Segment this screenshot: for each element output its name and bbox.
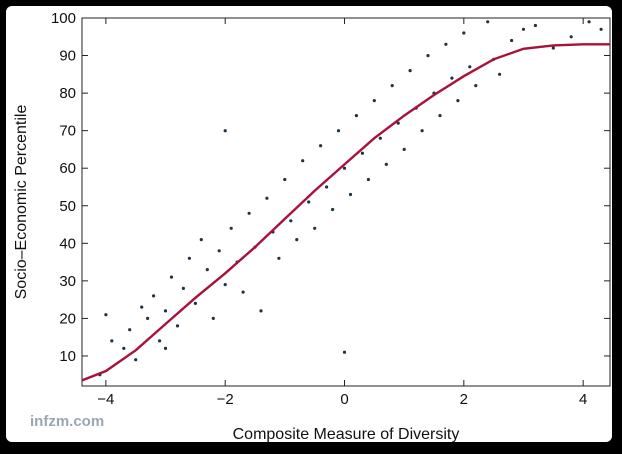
scatter-point [384, 162, 388, 166]
scatter-point [426, 54, 430, 58]
scatter-point [468, 65, 472, 69]
x-axis-title: Composite Measure of Diversity [233, 426, 460, 442]
axis-ticks: −4 −2 0 2 4 10 20 30 40 50 60 70 80 90 100 [51, 10, 610, 408]
scatter-point [521, 27, 526, 31]
scatter-point [217, 249, 221, 253]
y-tick-label: 40 [59, 235, 76, 252]
scatter-point [163, 346, 168, 350]
scatter-point [110, 339, 114, 343]
scatter-point [342, 166, 347, 170]
scatter-point [163, 309, 168, 313]
scatter-point [259, 309, 263, 313]
scatter-point [408, 69, 412, 73]
scatter-point [205, 268, 209, 272]
scatter-point [181, 286, 185, 290]
scatter-point [104, 313, 108, 317]
scatter-point [587, 20, 591, 24]
scatter-point [319, 144, 323, 148]
scatter-point [360, 151, 364, 155]
scatter-point [283, 177, 287, 182]
scatter-point [223, 129, 227, 133]
scatter-point [128, 328, 132, 332]
x-tick-label: 0 [340, 391, 348, 408]
x-tick-label: −4 [97, 391, 114, 408]
scatter-point [348, 192, 353, 197]
scatter-point [420, 129, 424, 133]
y-axis-title: Socio–Economic Percentile [13, 105, 30, 300]
scatter-point [295, 238, 299, 242]
scatter-point [277, 256, 281, 260]
scatter-point [474, 84, 478, 88]
scatter-point [366, 177, 370, 182]
scatter-point [229, 226, 233, 230]
scatter-point [336, 129, 341, 133]
scatter-point [134, 358, 138, 362]
scatter-point [498, 72, 502, 76]
scatter-point [462, 31, 466, 35]
scatter-chart: −4 −2 0 2 4 10 20 30 40 50 60 70 80 90 100 Composite M… [13, 10, 611, 442]
scatter-point [342, 350, 347, 354]
fit-curve-layer [81, 43, 610, 382]
scatter-point [354, 114, 358, 118]
y-tick-label: 100 [51, 10, 76, 27]
scatter-point [450, 76, 454, 80]
scatter-point [456, 99, 460, 103]
scatter-point [551, 46, 555, 50]
fit-curve [81, 43, 610, 382]
scatter-point [158, 339, 162, 343]
y-tick-label: 20 [59, 310, 76, 327]
x-tick-label: 4 [579, 391, 587, 408]
scatter-point [187, 256, 191, 260]
x-tick-label: 2 [460, 391, 468, 408]
scatter-point [265, 196, 269, 200]
y-tick-label: 90 [59, 48, 76, 65]
scatter-points [98, 20, 603, 377]
scatter-point [169, 275, 174, 279]
scatter-point [146, 316, 150, 320]
watermark-text: infzm.com [30, 413, 104, 430]
scatter-point [193, 301, 197, 305]
scatter-point [313, 226, 317, 230]
scatter-point [378, 136, 382, 140]
y-tick-label: 10 [59, 348, 76, 365]
chart-frame: −4 −2 0 2 4 10 20 30 40 50 60 70 80 90 100 Composite M… [6, 6, 612, 442]
y-tick-label: 30 [59, 273, 76, 290]
scatter-point [223, 283, 227, 287]
scatter-point [510, 38, 514, 43]
scatter-point [175, 324, 180, 328]
plot-area [81, 17, 611, 387]
scatter-point [402, 147, 406, 151]
scatter-point [247, 211, 251, 215]
scatter-point [533, 23, 538, 28]
scatter-point [331, 207, 335, 212]
scatter-point [152, 294, 156, 298]
scatter-point [199, 238, 203, 242]
scatter-point [372, 99, 376, 103]
scatter-point [396, 121, 400, 125]
y-tick-label: 70 [59, 123, 76, 140]
scatter-point [438, 114, 442, 118]
scatter-point [301, 159, 305, 163]
scatter-point [486, 20, 490, 24]
scatter-point [289, 219, 293, 223]
y-tick-label: 80 [59, 85, 76, 102]
scatter-point [140, 305, 144, 309]
y-tick-label: 50 [59, 198, 76, 215]
scatter-point [122, 346, 126, 350]
scatter-point [211, 316, 215, 320]
scatter-point [390, 84, 394, 88]
scatter-point [444, 42, 448, 46]
scatter-point [325, 185, 329, 189]
scatter-point [241, 290, 245, 294]
y-tick-label: 60 [59, 160, 76, 177]
scatter-point [599, 27, 603, 31]
scatter-point [307, 200, 311, 204]
scatter-point [569, 35, 573, 39]
x-tick-label: −2 [217, 391, 234, 408]
